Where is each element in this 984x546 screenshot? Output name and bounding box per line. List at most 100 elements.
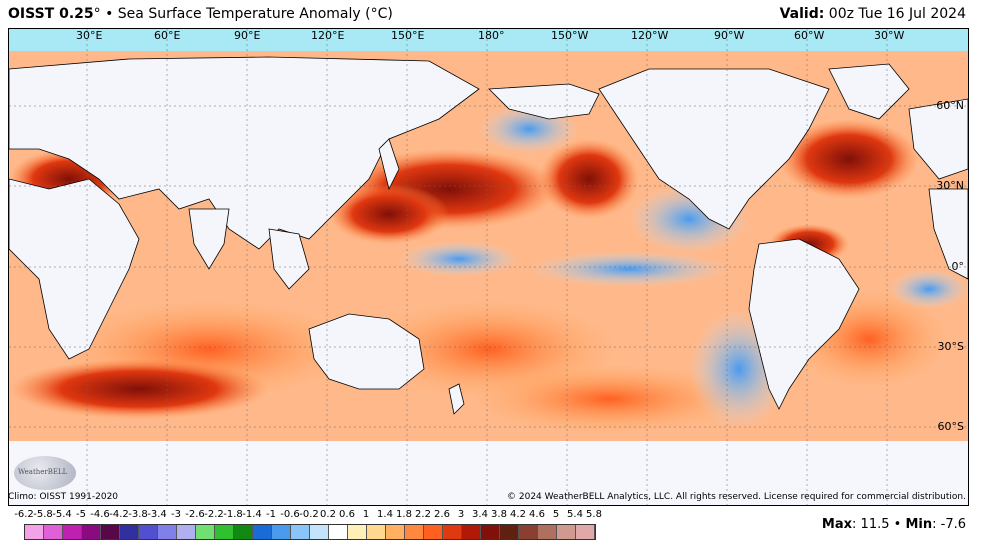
alaska: [488, 83, 600, 120]
south-america: [748, 238, 860, 410]
colorbar-tick-label: 0.2: [320, 509, 336, 520]
colorbar-swatch: [272, 525, 291, 539]
lon-label-30e: 30°E: [76, 29, 103, 42]
lon-label-180: 180°: [478, 29, 505, 42]
colorbar-tick-label: -5: [76, 509, 86, 520]
colorbar-swatch: [196, 525, 215, 539]
colorbar-tick-label: 5.8: [586, 509, 602, 520]
climo-note: Climo: OISST 1991-2020: [8, 492, 119, 502]
colorbar-swatch: [120, 525, 139, 539]
europe: [908, 98, 968, 180]
colorbar-tick-label: -6.2: [14, 509, 34, 520]
colorbar-tick-label: 4.6: [529, 509, 545, 520]
colorbar-tick-label: -3: [171, 509, 181, 520]
colorbar-swatch: [557, 525, 576, 539]
japan: [378, 138, 400, 191]
valid-label: Valid:: [779, 6, 825, 22]
colorbar-tick-label: -1: [266, 509, 276, 520]
colorbar-tick-label: 1.4: [377, 509, 393, 520]
lat-label-60s: 60°S: [937, 420, 964, 433]
colorbar-swatch: [44, 525, 63, 539]
title-text: Sea Surface Temperature Anomaly (°C): [117, 6, 393, 22]
eurasia: [9, 56, 480, 250]
new-zealand: [448, 383, 465, 415]
colorbar-swatch: [386, 525, 405, 539]
colorbar-swatch: [25, 525, 44, 539]
degree-symbol: °: [93, 6, 101, 22]
greenland: [828, 63, 910, 120]
weatherbell-logo: WeatherBELL: [14, 456, 76, 490]
colorbar-swatch: [481, 525, 500, 539]
colorbar-tick-label: -0.6: [280, 509, 300, 520]
min-label: Min: [905, 517, 933, 532]
colorbar-swatch: [405, 525, 424, 539]
colorbar-swatches: [24, 524, 596, 540]
valid-value: 00z Tue 16 Jul 2024: [828, 6, 966, 22]
lon-label-30w: 30°W: [874, 29, 905, 42]
africa-wrap: [928, 188, 968, 280]
colorbar-tick-label: -1.8: [223, 509, 243, 520]
land-masses: [9, 56, 968, 505]
colorbar-tick-label: -1.4: [242, 509, 262, 520]
colorbar-swatch: [158, 525, 177, 539]
map-frame: [8, 28, 969, 506]
product-name: OISST 0.25: [8, 6, 94, 22]
colorbar-swatch: [367, 525, 386, 539]
map-title: OISST 0.25° • Sea Surface Temperature An…: [8, 6, 393, 22]
colorbar-tick-label: 3: [457, 509, 465, 520]
colorbar-tick-label: 1.8: [396, 509, 412, 520]
lon-label-90w: 90°W: [714, 29, 745, 42]
north-america: [598, 68, 830, 230]
colorbar-swatch: [443, 525, 462, 539]
australia: [308, 313, 425, 390]
title-bullet: •: [105, 6, 114, 22]
arctic-ice-band: [9, 29, 968, 51]
colorbar-tick-label: 5: [552, 509, 560, 520]
lon-label-150w: 150°W: [551, 29, 589, 42]
colorbar-swatch: [253, 525, 272, 539]
max-min-stats: Max: 11.5 • Min: -7.6: [821, 517, 966, 532]
colorbar-swatch: [310, 525, 329, 539]
colorbar-tick-label: 1: [362, 509, 370, 520]
colorbar-swatch: [234, 525, 253, 539]
lon-label-90e: 90°E: [234, 29, 261, 42]
lon-label-60e: 60°E: [154, 29, 181, 42]
colorbar-swatch: [82, 525, 101, 539]
colorbar-tick-label: 2.6: [434, 509, 450, 520]
valid-time: Valid: 00z Tue 16 Jul 2024: [780, 6, 966, 22]
max-label: Max: [821, 517, 853, 532]
lon-label-120e: 120°E: [311, 29, 345, 42]
africa: [9, 178, 140, 360]
colorbar-swatch: [538, 525, 557, 539]
colorbar-tick-label: 5.4: [567, 509, 583, 520]
lat-label-30s: 30°S: [937, 340, 964, 353]
colorbar-ticks: -6.2 -5.8 -5.4 -5 -4.6 -4.2 -3.8 -3.4 -3 -2.6 -2.2…: [8, 509, 708, 522]
colorbar-swatch: [500, 525, 519, 539]
colorbar-tick-label: -5.8: [33, 509, 53, 520]
colorbar-swatch: [424, 525, 443, 539]
colorbar-tick-label: 4.2: [510, 509, 526, 520]
antarctica: [9, 469, 968, 505]
lat-label-30n: 30°N: [936, 179, 964, 192]
india: [188, 208, 230, 270]
colorbar-tick-label: -2.2: [204, 509, 224, 520]
colorbar-swatch: [462, 525, 481, 539]
colorbar-tick-label: -5.4: [52, 509, 72, 520]
sst-anomaly-map: [9, 29, 968, 505]
colorbar-tick-label: -0.2: [299, 509, 319, 520]
colorbar-swatch: [139, 525, 158, 539]
graticule: [9, 29, 968, 505]
colorbar-swatch: [291, 525, 310, 539]
lat-label-0: 0°: [951, 260, 965, 273]
colorbar-tick-label: 0.6: [339, 509, 355, 520]
colorbar-tick-label: -3.8: [128, 509, 148, 520]
colorbar-tick-label: -2.6: [185, 509, 205, 520]
colorbar-swatch: [329, 525, 348, 539]
colorbar-swatch: [63, 525, 82, 539]
colorbar-tick-label: 3.4: [472, 509, 488, 520]
colorbar-swatch: [519, 525, 538, 539]
colorbar-swatch: [177, 525, 196, 539]
colorbar-tick-label: -3.4: [147, 509, 167, 520]
colorbar-swatch: [576, 525, 595, 539]
copyright-note: © 2024 WeatherBELL Analytics, LLC. All r…: [507, 492, 966, 502]
